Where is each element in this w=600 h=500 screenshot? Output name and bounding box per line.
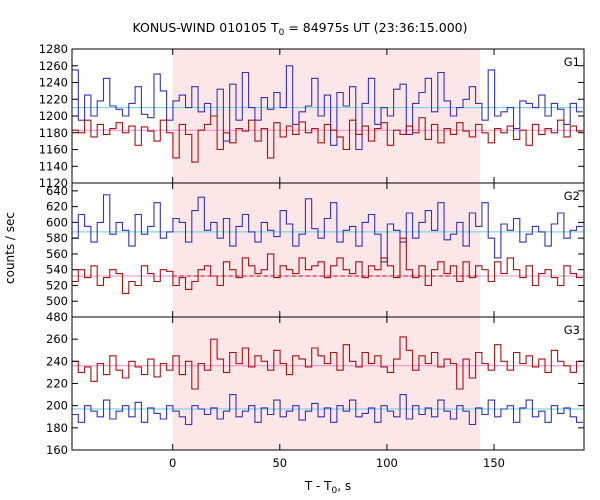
y-tick-label: 620 <box>46 200 68 214</box>
series-red-g3 <box>72 336 583 390</box>
y-tick-label: 640 <box>46 184 68 198</box>
y-tick-label: 480 <box>46 310 68 324</box>
series-blue-g3 <box>72 394 583 426</box>
y-tick-label: 1200 <box>39 109 68 123</box>
y-tick-label: 1260 <box>39 59 68 73</box>
series-blue-g1 <box>72 65 583 151</box>
chart-title: KONUS-WIND 010105 T0 = 84975s UT (23:36:… <box>132 20 467 38</box>
panel-g3: 160 180 200 220 240 260 G3 <box>46 316 585 457</box>
y-tick-label: 240 <box>46 354 68 368</box>
series-red-g1 <box>72 115 583 163</box>
x-tick-label: 0 <box>169 456 176 470</box>
panel-label: G1 <box>564 55 580 69</box>
y-tick-label: 540 <box>46 263 68 277</box>
shaded-interval <box>172 49 481 450</box>
y-tick-label: 600 <box>46 215 68 229</box>
y-tick-label: 520 <box>46 278 68 292</box>
panel-label: G2 <box>564 189 580 203</box>
y-tick-label: 1180 <box>39 126 68 140</box>
y-tick-label: 500 <box>46 294 68 308</box>
y-tick-label: 200 <box>46 399 68 413</box>
y-tick-label: 560 <box>46 247 68 261</box>
x-tick-label: 50 <box>272 456 287 470</box>
y-tick-label: 580 <box>46 231 68 245</box>
y-tick-label: 1140 <box>39 159 68 173</box>
chart-title-sub: 0 <box>279 28 285 38</box>
x-axis-label-main: T - T <box>304 479 332 493</box>
y-tick-label: 220 <box>46 377 68 391</box>
x-tick-label: 150 <box>483 456 505 470</box>
y-tick-label: 260 <box>46 332 68 346</box>
chart-title-rest: = 84975s UT (23:36:15.000) <box>284 20 467 35</box>
y-tick-label: 1120 <box>39 176 68 190</box>
x-axis-label-sub: 0 <box>332 486 338 496</box>
y-tick-label: 180 <box>46 421 68 435</box>
y-tick-label: 1240 <box>39 76 68 90</box>
x-axis-label: T - T0, s <box>304 479 351 496</box>
x-tick-label: 100 <box>376 456 398 470</box>
y-tick-label: 1220 <box>39 92 68 106</box>
series-blue-g2 <box>72 194 583 263</box>
chart-title-main: KONUS-WIND 010105 T <box>132 20 278 35</box>
y-axis-label: counts / sec <box>3 212 17 284</box>
y-tick-label: 1160 <box>39 143 68 157</box>
panel-label: G3 <box>564 323 580 337</box>
y-tick-label: 160 <box>46 443 68 457</box>
x-axis-label-rest: , s <box>337 479 351 493</box>
series-red-g2 <box>72 237 583 294</box>
y-tick-label: 1280 <box>39 42 68 56</box>
